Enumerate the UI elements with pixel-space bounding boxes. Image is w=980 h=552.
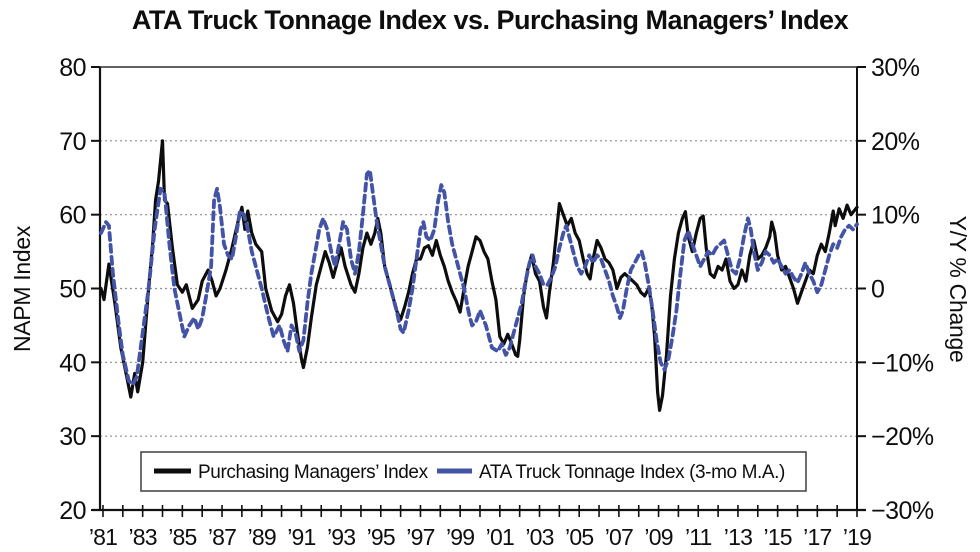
right-tick-label: 10%: [871, 202, 920, 230]
x-tick-label: ’03: [525, 524, 553, 550]
right-axis-title: Y/Y % Change: [945, 216, 971, 363]
x-tick-label: ’87: [208, 524, 236, 550]
legend-box: [140, 451, 807, 492]
left-axis-title: NAPM Index: [9, 225, 35, 352]
x-tick-label: ’89: [248, 524, 276, 550]
x-tick-label: ’83: [129, 524, 157, 550]
x-tick-label: ’93: [327, 524, 355, 550]
x-tick-label: ’15: [763, 524, 791, 550]
plot-area: 80 30% 70 20% 60 10% 50 0 40 −10% 30 −20% 20 −30% ’81 ’…: [59, 54, 934, 550]
x-tick-label: ’95: [367, 524, 395, 550]
x-tick-label: ’05: [565, 524, 593, 550]
x-tick-label: ’11: [685, 524, 712, 550]
x-tick-label: ’01: [486, 524, 514, 550]
legend-label-pmi: Purchasing Managers’ Index: [198, 462, 429, 483]
tonnage-line: [99, 168, 859, 387]
left-tick-label: 30: [59, 423, 86, 451]
x-tick-label: ’97: [406, 524, 434, 550]
right-tick-label: −20%: [871, 423, 934, 451]
x-tick-label: ’07: [605, 524, 633, 550]
left-tick-label: 80: [59, 54, 86, 82]
x-tick-label: ’85: [168, 524, 196, 550]
right-tick-label: −30%: [871, 497, 934, 525]
x-tick-label: ’13: [724, 524, 752, 550]
right-tick-label: 0: [871, 276, 884, 304]
x-tick-label: ’99: [446, 524, 474, 550]
x-tick-label: ’91: [287, 524, 315, 550]
left-tick-label: 20: [59, 497, 86, 525]
x-tick-label: ’81: [89, 524, 117, 550]
legend-label-tonnage: ATA Truck Tonnage Index (3-mo M.A.): [479, 462, 785, 483]
chart-title: ATA Truck Tonnage Index vs. Purchasing M…: [132, 5, 849, 35]
left-tick-label: 70: [59, 128, 86, 156]
left-tick-label: 60: [59, 202, 86, 230]
right-tick-label: 20%: [871, 128, 920, 156]
right-tick-label: −10%: [871, 349, 934, 377]
x-tick-label: ’17: [803, 524, 831, 550]
left-tick-label: 40: [59, 349, 86, 377]
pmi-line: [99, 139, 859, 412]
right-tick-label: 30%: [871, 54, 920, 82]
x-tick-label: ’09: [644, 524, 672, 550]
left-tick-label: 50: [59, 276, 86, 304]
x-tick-label: ’19: [843, 524, 871, 550]
